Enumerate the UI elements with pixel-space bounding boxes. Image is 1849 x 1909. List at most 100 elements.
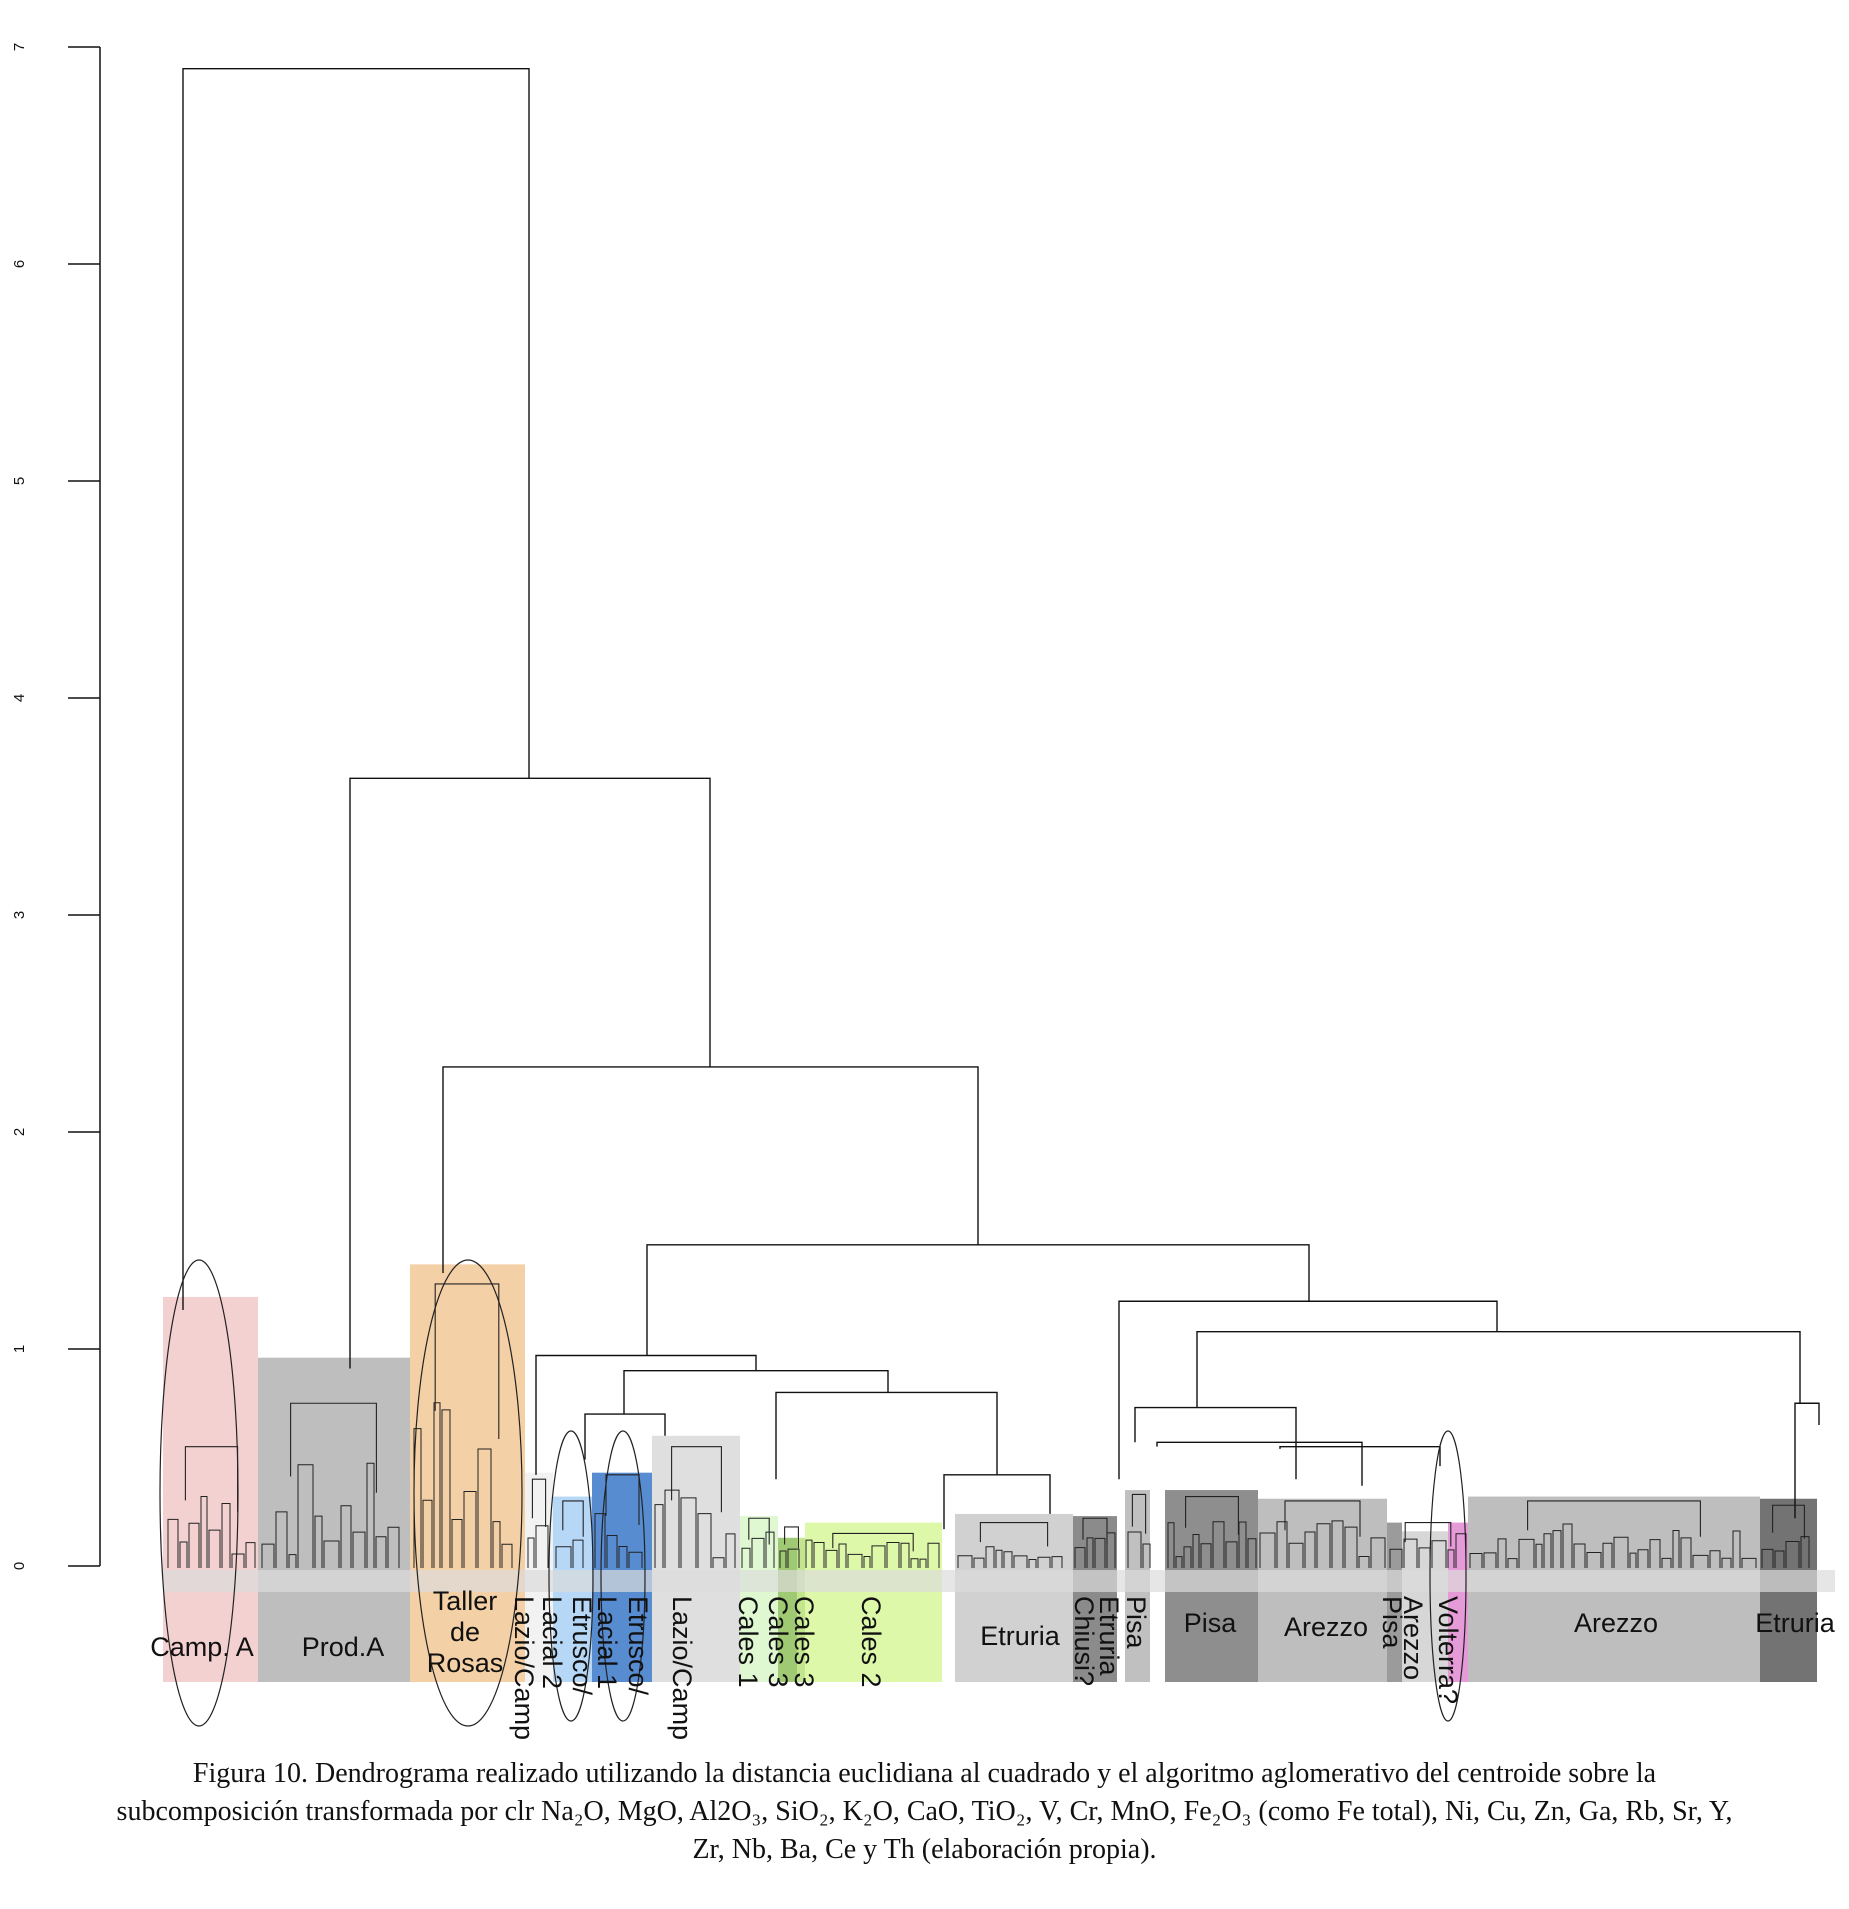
leaf-link <box>1649 1539 1661 1568</box>
leaf-link <box>1403 1538 1418 1568</box>
leaf-link <box>1721 1557 1732 1568</box>
subcluster-link <box>1772 1504 1805 1539</box>
merge-link <box>182 68 530 1310</box>
leaf-link <box>1094 1537 1106 1568</box>
group-ellipse <box>1429 1430 1467 1722</box>
subcluster-link <box>1082 1517 1108 1545</box>
leaf-link <box>847 1553 863 1568</box>
label-cales-1: Cales 1 <box>733 1596 763 1688</box>
leaf-link <box>985 1546 995 1568</box>
leaf-link <box>1732 1530 1741 1568</box>
leaf-link <box>297 1464 314 1568</box>
leaf-link <box>375 1536 387 1568</box>
label-etrusco-2: Etrusco/ <box>623 1596 653 1696</box>
leaf-link <box>275 1511 288 1568</box>
caption-line-1: Figura 10. Dendrograma realizado utiliza… <box>192 1758 1657 1789</box>
leaf-link <box>919 1558 927 1568</box>
leaf-link <box>1613 1536 1629 1568</box>
label-cales-3a: Cales 3 <box>763 1596 793 1688</box>
leaf-link <box>886 1542 900 1568</box>
leaf-link <box>1552 1530 1562 1568</box>
subcluster-link <box>1527 1500 1701 1537</box>
group-ellipse <box>548 1430 594 1722</box>
caption-line-3: Zr, Nb, Ba, Ce y Th (elaboración propia)… <box>692 1834 1157 1865</box>
leaf-link <box>957 1555 973 1568</box>
label-etrusco-1: Etrusco/ <box>567 1596 597 1696</box>
label-cales-2: Cales 2 <box>856 1596 886 1688</box>
leaf-link <box>765 1531 775 1568</box>
merge-link <box>442 1066 979 1274</box>
merge-link <box>1196 1330 1801 1408</box>
leaf-link <box>606 1534 618 1568</box>
label-etruria-3: Etruria <box>1755 1608 1836 1638</box>
leaf-link <box>1761 1548 1774 1568</box>
group-ellipse <box>413 1259 523 1727</box>
leaf-link <box>1507 1558 1518 1568</box>
leaf-link <box>535 1525 549 1568</box>
subcluster-link <box>434 1283 500 1440</box>
leaf-link <box>200 1496 208 1568</box>
y-tick-label: 2 <box>11 1128 28 1136</box>
label-arezzo-3: Arezzo <box>1574 1608 1658 1638</box>
label-lazio-camp-2: Lazio/Camp <box>667 1596 697 1740</box>
subcluster-link <box>832 1532 914 1552</box>
leaf-link <box>387 1526 400 1568</box>
group-shade <box>1448 1522 1468 1682</box>
leaf-link <box>1086 1537 1094 1568</box>
leaf-link <box>433 1402 441 1568</box>
subcluster-link <box>1404 1522 1452 1547</box>
leaf-link <box>1741 1557 1757 1568</box>
y-tick-label: 3 <box>11 911 28 919</box>
leaf-link <box>910 1558 919 1568</box>
merge-link <box>1118 1300 1498 1480</box>
leaf-link <box>1497 1538 1507 1568</box>
subcluster-link <box>748 1517 770 1545</box>
leaf-link <box>1074 1547 1086 1568</box>
label-etruria-2: Etruria <box>1094 1596 1124 1677</box>
leaf-link <box>1672 1530 1680 1568</box>
group-ellipses <box>159 1259 1467 1727</box>
group-shade <box>1387 1522 1402 1682</box>
leaf-link <box>352 1531 366 1568</box>
leaf-link <box>1680 1537 1692 1568</box>
leaf-link <box>245 1542 256 1568</box>
caption-line-2: subcomposición transformada por clr Na₂O… <box>116 1796 1733 1827</box>
subcluster-link <box>1185 1496 1239 1535</box>
leaf-link <box>366 1462 375 1568</box>
leaf-link <box>441 1409 451 1568</box>
leaf-label-band <box>163 1570 1835 1592</box>
leaf-link <box>1183 1546 1192 1568</box>
merge-link <box>775 1391 998 1480</box>
merge-link <box>535 1354 757 1475</box>
leaf-link <box>1003 1551 1013 1568</box>
leaf-link <box>288 1554 297 1568</box>
leaf-link <box>451 1519 463 1568</box>
group-shade <box>955 1513 1073 1682</box>
leaf-link <box>477 1448 492 1568</box>
merge-link <box>1794 1402 1820 1519</box>
y-tick-label: 4 <box>11 694 28 702</box>
leaf-link <box>323 1540 340 1568</box>
leaf-link <box>1192 1533 1200 1568</box>
leaf-link <box>1535 1543 1543 1568</box>
leaf-link <box>1238 1521 1247 1568</box>
label-lacial-2: Lacial 2 <box>537 1596 567 1689</box>
label-camp-a: Camp. A <box>150 1632 254 1662</box>
leaf-link <box>1106 1532 1116 1568</box>
leaf-link <box>927 1542 940 1568</box>
leaf-link <box>995 1549 1003 1568</box>
leaf-link <box>1344 1526 1358 1568</box>
label-chiusi: Chiusi? <box>1069 1596 1099 1686</box>
subcluster-link <box>605 1474 640 1525</box>
dendrogram-tree <box>182 68 1820 1530</box>
leaf-link <box>422 1499 433 1568</box>
group-shade <box>797 1537 805 1682</box>
leaf-link <box>572 1539 584 1568</box>
leaf-link <box>779 1550 787 1568</box>
y-tick-label: 5 <box>11 477 28 485</box>
leaf-link <box>1127 1531 1142 1568</box>
label-de: de <box>450 1617 480 1647</box>
leaf-link <box>618 1546 628 1568</box>
group-shade <box>1402 1531 1448 1682</box>
